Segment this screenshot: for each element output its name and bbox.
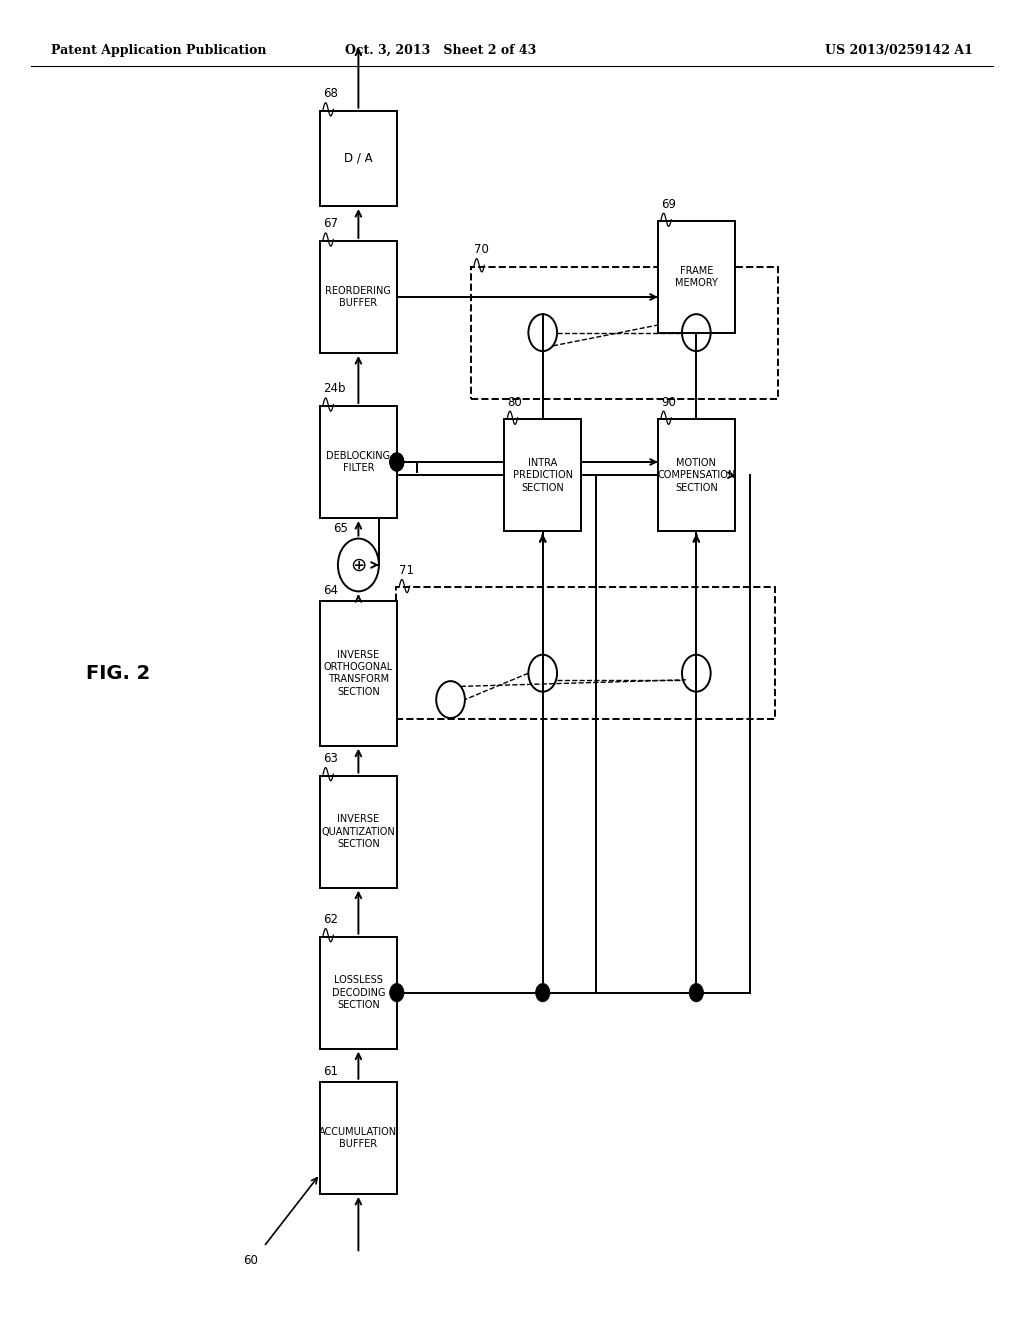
Text: LOSSLESS
DECODING
SECTION: LOSSLESS DECODING SECTION [332, 975, 385, 1010]
Text: 60: 60 [244, 1254, 258, 1267]
Circle shape [689, 983, 703, 1002]
Text: FIG. 2: FIG. 2 [86, 664, 150, 682]
Circle shape [389, 453, 403, 471]
Bar [319, 1082, 397, 1193]
Bar [319, 937, 397, 1048]
Text: DEBLOCKING
FILTER: DEBLOCKING FILTER [327, 451, 390, 473]
Text: 69: 69 [662, 198, 676, 210]
Bar [319, 111, 397, 206]
Text: D / A: D / A [344, 152, 373, 165]
Bar [658, 420, 735, 531]
Text: 68: 68 [324, 87, 338, 100]
Text: MOTION
COMPENSATION
SECTION: MOTION COMPENSATION SECTION [657, 458, 735, 492]
Bar [319, 776, 397, 887]
Circle shape [536, 983, 550, 1002]
Text: 71: 71 [399, 564, 415, 577]
Text: INTRA
PREDICTION
SECTION: INTRA PREDICTION SECTION [513, 458, 572, 492]
Circle shape [389, 453, 403, 471]
Text: 67: 67 [324, 218, 338, 230]
Text: 61: 61 [324, 1065, 338, 1077]
Bar [505, 420, 582, 531]
Bar [658, 220, 735, 333]
Text: 62: 62 [324, 913, 338, 927]
Bar [319, 407, 397, 517]
Text: Oct. 3, 2013   Sheet 2 of 43: Oct. 3, 2013 Sheet 2 of 43 [345, 44, 536, 57]
Text: 70: 70 [474, 243, 489, 256]
Bar [471, 267, 778, 399]
Text: ⊕: ⊕ [350, 556, 367, 574]
Text: INVERSE
QUANTIZATION
SECTION: INVERSE QUANTIZATION SECTION [322, 814, 395, 849]
Text: 64: 64 [324, 583, 338, 597]
Text: INVERSE
ORTHOGONAL
TRANSFORM
SECTION: INVERSE ORTHOGONAL TRANSFORM SECTION [324, 649, 393, 697]
Text: FRAME
MEMORY: FRAME MEMORY [675, 267, 718, 288]
Bar [319, 240, 397, 352]
Circle shape [389, 983, 403, 1002]
Text: Patent Application Publication: Patent Application Publication [51, 44, 266, 57]
Text: 80: 80 [508, 396, 522, 409]
Text: 63: 63 [324, 752, 338, 766]
Bar [319, 601, 397, 746]
Text: US 2013/0259142 A1: US 2013/0259142 A1 [825, 44, 973, 57]
Text: 90: 90 [662, 396, 676, 409]
Text: ACCUMULATION
BUFFER: ACCUMULATION BUFFER [319, 1127, 397, 1148]
Text: REORDERING
BUFFER: REORDERING BUFFER [326, 286, 391, 308]
Bar [396, 587, 775, 719]
Text: 24b: 24b [324, 383, 345, 396]
Text: 65: 65 [333, 521, 348, 535]
